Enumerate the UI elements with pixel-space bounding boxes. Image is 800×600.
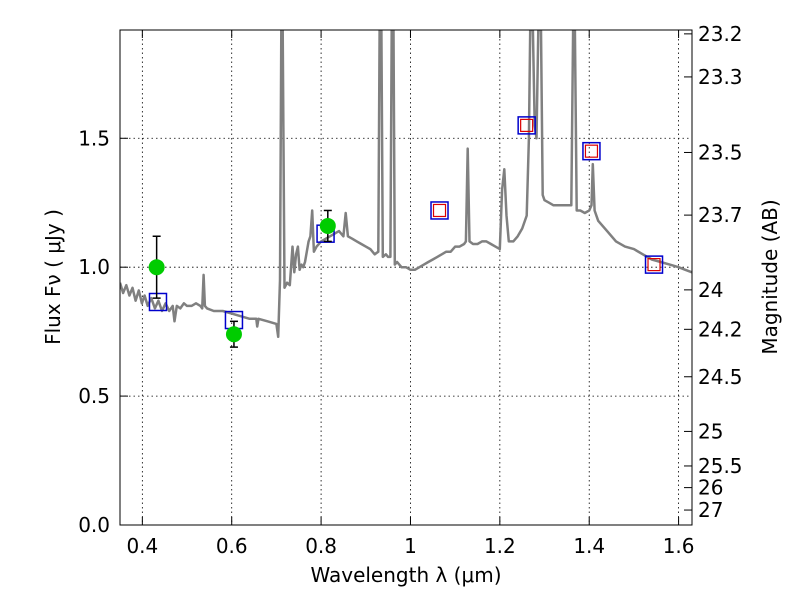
y2-tick-label: 26 xyxy=(698,476,723,500)
y-tick-label: 1.5 xyxy=(78,126,110,150)
x-tick-label: 0.8 xyxy=(305,534,337,558)
y-axis-label: Flux Fν ( μJy ) xyxy=(41,209,65,345)
x-axis-label: Wavelength λ (μm) xyxy=(310,563,501,587)
observed-nir-square xyxy=(647,258,661,272)
photometry-point xyxy=(148,259,165,276)
x-tick-label: 1.4 xyxy=(573,534,605,558)
x-tick-label: 1.2 xyxy=(484,534,516,558)
grid-lines xyxy=(120,30,692,526)
model-square xyxy=(582,141,601,161)
y2-tick-label: 23.5 xyxy=(698,140,743,164)
axis-ticks: 0.4 0.6 0.8 1 1.2 1.4 1.6 0.0 0.5 1.0 1.5 23.2 23.3 2… xyxy=(78,22,742,558)
model-square xyxy=(430,201,449,220)
x-tick-label: 0.4 xyxy=(126,534,158,558)
observed-nir-square xyxy=(432,203,447,218)
observed-nir-square xyxy=(584,144,599,158)
model-square xyxy=(517,116,536,135)
y2-tick-label: 24.5 xyxy=(698,365,743,389)
y2-axis-label: Magnitude (AB) xyxy=(758,199,782,354)
y-tick-label: 0.5 xyxy=(78,384,110,408)
x-tick-label: 0.6 xyxy=(216,534,248,558)
y-tick-label: 0.0 xyxy=(78,513,110,537)
y2-tick-label: 27 xyxy=(698,498,723,522)
x-tick-label: 1.6 xyxy=(663,534,695,558)
photometry-point xyxy=(319,217,336,234)
y2-tick-label: 23.7 xyxy=(698,203,743,227)
observed-nir-square xyxy=(520,118,534,132)
y2-tick-label: 24 xyxy=(698,278,723,302)
y2-tick-label: 23.2 xyxy=(698,22,743,46)
spectrum-layer xyxy=(120,30,692,339)
y2-tick-label: 25.5 xyxy=(698,454,743,478)
x-tick-label: 1 xyxy=(404,534,417,558)
marker-layer xyxy=(148,116,664,348)
y2-tick-label: 25 xyxy=(698,419,723,443)
model-square xyxy=(644,255,664,274)
photometry-point xyxy=(225,326,242,343)
plot-frame xyxy=(119,29,693,526)
y2-tick-label: 24.2 xyxy=(698,317,743,341)
y2-tick-label: 23.3 xyxy=(698,65,743,89)
y-tick-label: 1.0 xyxy=(78,255,110,279)
spectrum-line xyxy=(120,30,692,339)
model-square xyxy=(148,292,168,312)
